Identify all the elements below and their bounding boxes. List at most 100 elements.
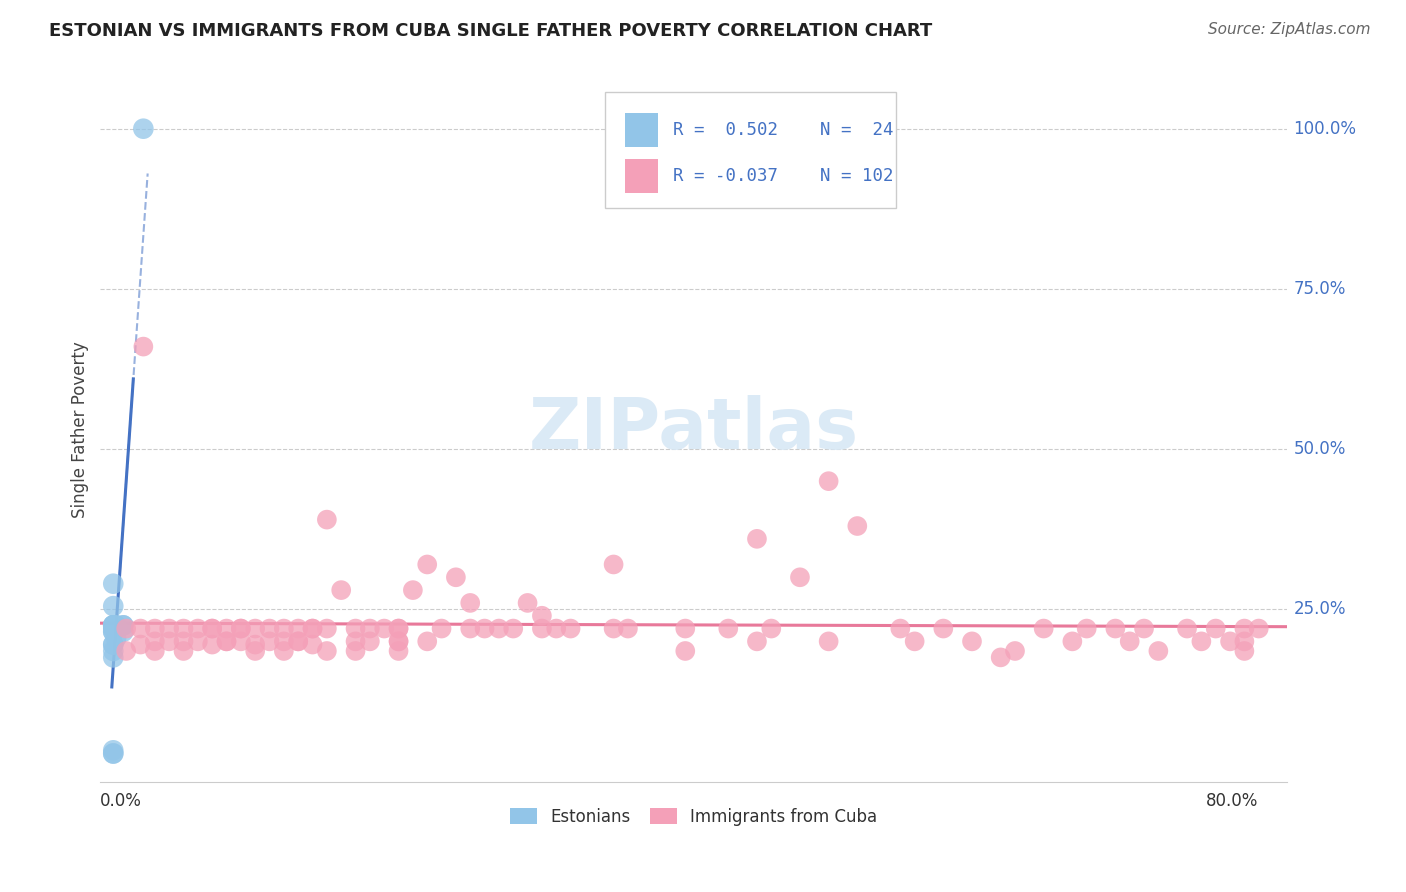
Point bbox=[103, 624, 125, 639]
Point bbox=[229, 622, 252, 636]
Point bbox=[301, 622, 323, 636]
Point bbox=[745, 532, 768, 546]
Point bbox=[617, 622, 640, 636]
Point bbox=[187, 622, 209, 636]
Point bbox=[315, 513, 337, 527]
Point bbox=[1189, 634, 1212, 648]
Point bbox=[387, 644, 409, 658]
Point bbox=[1233, 634, 1256, 648]
Point bbox=[132, 340, 155, 354]
Point bbox=[373, 622, 395, 636]
Point bbox=[1205, 622, 1227, 636]
Point bbox=[387, 622, 409, 636]
Point bbox=[1247, 622, 1270, 636]
Text: 25.0%: 25.0% bbox=[1294, 600, 1346, 618]
Point bbox=[103, 638, 125, 652]
Point bbox=[103, 747, 125, 761]
Bar bbox=[626, 113, 658, 147]
Point bbox=[1032, 622, 1054, 636]
Point bbox=[115, 622, 138, 636]
Point bbox=[103, 576, 125, 591]
Point bbox=[344, 622, 367, 636]
Point bbox=[717, 622, 740, 636]
Point bbox=[243, 638, 266, 652]
Text: 50.0%: 50.0% bbox=[1294, 440, 1346, 458]
Point bbox=[761, 622, 783, 636]
Point bbox=[229, 622, 252, 636]
Point bbox=[287, 634, 309, 648]
Point bbox=[516, 596, 538, 610]
Point bbox=[387, 622, 409, 636]
Point bbox=[745, 634, 768, 648]
Point bbox=[789, 570, 811, 584]
Point bbox=[889, 622, 911, 636]
Point bbox=[817, 474, 839, 488]
Point bbox=[103, 599, 125, 614]
Point bbox=[273, 634, 295, 648]
Point bbox=[115, 644, 138, 658]
Point bbox=[103, 618, 125, 632]
Point bbox=[1147, 644, 1170, 658]
Point bbox=[173, 644, 195, 658]
Text: Source: ZipAtlas.com: Source: ZipAtlas.com bbox=[1208, 22, 1371, 37]
Point bbox=[157, 622, 180, 636]
Point bbox=[502, 622, 524, 636]
Point bbox=[105, 622, 128, 636]
Point bbox=[201, 622, 224, 636]
Point bbox=[103, 747, 125, 761]
Point bbox=[187, 634, 209, 648]
Point bbox=[243, 622, 266, 636]
Point bbox=[846, 519, 869, 533]
Point bbox=[387, 634, 409, 648]
Text: ZIPatlas: ZIPatlas bbox=[529, 395, 859, 465]
Point bbox=[243, 644, 266, 658]
Point bbox=[1133, 622, 1156, 636]
Point bbox=[103, 618, 125, 632]
Point bbox=[112, 618, 135, 632]
Point bbox=[103, 644, 125, 658]
Point bbox=[129, 622, 152, 636]
Text: 75.0%: 75.0% bbox=[1294, 280, 1346, 298]
Point bbox=[143, 622, 166, 636]
Point bbox=[1076, 622, 1098, 636]
Point bbox=[229, 634, 252, 648]
Point bbox=[287, 634, 309, 648]
Point bbox=[103, 618, 125, 632]
Point bbox=[259, 634, 281, 648]
Point bbox=[488, 622, 510, 636]
Point bbox=[546, 622, 568, 636]
Point bbox=[1219, 634, 1241, 648]
Point bbox=[430, 622, 453, 636]
Point bbox=[817, 634, 839, 648]
Point bbox=[458, 596, 481, 610]
Point bbox=[112, 618, 135, 632]
Point bbox=[173, 622, 195, 636]
Point bbox=[458, 622, 481, 636]
Point bbox=[932, 622, 955, 636]
Point bbox=[560, 622, 582, 636]
Point bbox=[1062, 634, 1084, 648]
Text: 100.0%: 100.0% bbox=[1294, 120, 1357, 137]
Point bbox=[157, 634, 180, 648]
Point bbox=[1118, 634, 1140, 648]
Point bbox=[315, 644, 337, 658]
Point bbox=[301, 622, 323, 636]
Point bbox=[602, 622, 624, 636]
Point bbox=[344, 634, 367, 648]
Point bbox=[112, 624, 135, 639]
FancyBboxPatch shape bbox=[605, 92, 896, 208]
Point bbox=[1233, 644, 1256, 658]
Point bbox=[990, 650, 1012, 665]
Point bbox=[103, 650, 125, 665]
Point bbox=[103, 624, 125, 639]
Point bbox=[201, 638, 224, 652]
Point bbox=[444, 570, 467, 584]
Point bbox=[344, 644, 367, 658]
Text: R = -0.037    N = 102: R = -0.037 N = 102 bbox=[672, 167, 893, 186]
Text: 80.0%: 80.0% bbox=[1206, 792, 1258, 810]
Bar bbox=[626, 159, 658, 193]
Point bbox=[143, 644, 166, 658]
Point bbox=[474, 622, 496, 636]
Point bbox=[904, 634, 927, 648]
Point bbox=[602, 558, 624, 572]
